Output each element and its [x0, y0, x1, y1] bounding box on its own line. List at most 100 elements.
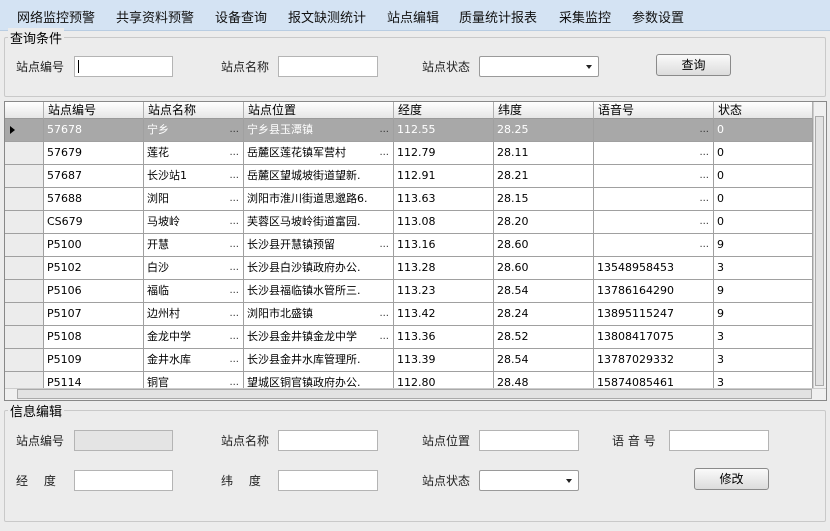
- text-input[interactable]: [278, 470, 378, 491]
- edit-group: [4, 410, 826, 522]
- cell-text: 113.42: [397, 307, 436, 320]
- menu-item[interactable]: 设备查询: [215, 11, 268, 26]
- grid-row[interactable]: P5102 白沙... 长沙县白沙镇政府办公. 113.28 28.60 13548958…: [5, 257, 813, 280]
- ellipsis-button[interactable]: ...: [229, 193, 239, 204]
- ellipsis-button[interactable]: ...: [699, 147, 709, 158]
- ellipsis-button[interactable]: ...: [229, 262, 239, 273]
- menu-item[interactable]: 共享资料预警: [116, 11, 195, 26]
- ellipsis-button[interactable]: ...: [379, 331, 389, 342]
- grid-cell: 9: [714, 280, 813, 303]
- cell-text: 15874085461: [597, 376, 674, 389]
- ellipsis-button[interactable]: ...: [229, 377, 239, 388]
- grid-row[interactable]: 57678 宁乡... 宁乡县玉潭镇... 112.55 28.25... 0: [5, 119, 813, 142]
- text-input[interactable]: [479, 430, 579, 451]
- query-button[interactable]: 查询: [656, 54, 731, 76]
- menu-item[interactable]: 报文缺测统计: [288, 11, 367, 26]
- ellipsis-button[interactable]: ...: [229, 170, 239, 181]
- ellipsis-button[interactable]: ...: [229, 331, 239, 342]
- grid-cell: P5100: [44, 234, 144, 257]
- grid-row[interactable]: P5109 金井水库... 长沙县金井水库管理所. 113.39 28.54 137870…: [5, 349, 813, 372]
- grid-cell: P5109: [44, 349, 144, 372]
- menu-item[interactable]: 质量统计报表: [459, 11, 538, 26]
- grid-row[interactable]: P5107 边州村... 浏阳市北盛镇... 113.42 28.24 138951152…: [5, 303, 813, 326]
- text-input[interactable]: [278, 56, 378, 77]
- grid-cell: 57679: [44, 142, 144, 165]
- cell-text: 白沙: [147, 261, 169, 274]
- ellipsis-button[interactable]: ...: [699, 239, 709, 250]
- grid-cell: 边州村...: [144, 303, 244, 326]
- dropdown[interactable]: [479, 56, 599, 77]
- grid-cell: 13787029332: [594, 349, 714, 372]
- cell-text: 113.08: [397, 215, 436, 228]
- grid-cell: 岳麓区望城坡街道望新.: [244, 165, 394, 188]
- cell-text: 0: [717, 215, 724, 228]
- grid-row[interactable]: 57688 浏阳... 浏阳市淮川街道思邈路6. 113.63 28.15... 0: [5, 188, 813, 211]
- grid-cell: ...: [594, 188, 714, 211]
- query-group: [4, 37, 826, 97]
- row-header: [5, 257, 44, 280]
- grid-cell: 浏阳市淮川街道思邈路6.: [244, 188, 394, 211]
- text-input[interactable]: [669, 430, 769, 451]
- ellipsis-button[interactable]: ...: [229, 216, 239, 227]
- text-input[interactable]: [74, 56, 173, 77]
- grid-cell: ...: [594, 165, 714, 188]
- ellipsis-button[interactable]: ...: [379, 124, 389, 135]
- ellipsis-button[interactable]: ...: [379, 239, 389, 250]
- menu-bar: 网络监控预警 共享资料预警 设备查询 报文缺测统计 站点编辑 质量统计报表 采集监控 参数设置: [0, 0, 830, 31]
- cell-text: 9: [717, 307, 724, 320]
- grid-cell: 28.20: [494, 211, 594, 234]
- grid-row[interactable]: P5100 开慧... 长沙县开慧镇预留... 113.16 28.60... 9: [5, 234, 813, 257]
- dropdown[interactable]: [479, 470, 579, 491]
- ellipsis-button[interactable]: ...: [699, 170, 709, 181]
- ellipsis-button[interactable]: ...: [379, 308, 389, 319]
- grid-cell: 0: [714, 188, 813, 211]
- grid-row[interactable]: P5108 金龙中学... 长沙县金井镇金龙中学... 113.36 28.52 1380…: [5, 326, 813, 349]
- menu-item[interactable]: 站点编辑: [387, 11, 440, 26]
- cell-text: 浏阳市北盛镇: [247, 307, 313, 320]
- grid-cell: ...: [594, 211, 714, 234]
- row-header: [5, 142, 44, 165]
- h-thumb[interactable]: [17, 389, 812, 399]
- ellipsis-button[interactable]: ...: [229, 124, 239, 135]
- cell-text: 浏阳: [147, 192, 169, 205]
- cell-text: 金井水库: [147, 353, 191, 366]
- cell-text: 0: [717, 169, 724, 182]
- ellipsis-button[interactable]: ...: [229, 308, 239, 319]
- ellipsis-button[interactable]: ...: [699, 193, 709, 204]
- ellipsis-button[interactable]: ...: [699, 216, 709, 227]
- text-input[interactable]: [278, 430, 378, 451]
- menu-item[interactable]: 参数设置: [632, 11, 685, 26]
- cell-text: 113.28: [397, 261, 436, 274]
- grid-row[interactable]: P5106 福临... 长沙县福临镇水管所三. 113.23 28.54 13786164…: [5, 280, 813, 303]
- grid-cell: 3: [714, 257, 813, 280]
- ellipsis-button[interactable]: ...: [229, 285, 239, 296]
- cell-text: 57687: [47, 169, 82, 182]
- scroll-thumb[interactable]: [815, 116, 824, 386]
- row-header: [5, 303, 44, 326]
- cell-text: 望城区铜官镇政府办公.: [247, 376, 361, 389]
- grid-cell: 28.54: [494, 280, 594, 303]
- label: 纬 度: [221, 474, 261, 488]
- ellipsis-button[interactable]: ...: [699, 124, 709, 135]
- grid-row[interactable]: 57687 长沙站1... 岳麓区望城坡街道望新. 112.91 28.21... 0: [5, 165, 813, 188]
- row-header: [5, 326, 44, 349]
- cell-text: 28.15: [497, 192, 529, 205]
- grid-cell: 28.15: [494, 188, 594, 211]
- menu-item[interactable]: 采集监控: [559, 11, 612, 26]
- ellipsis-button[interactable]: ...: [229, 239, 239, 250]
- ellipsis-button[interactable]: ...: [229, 147, 239, 158]
- grid-cell: 马坡岭...: [144, 211, 244, 234]
- ellipsis-button[interactable]: ...: [229, 354, 239, 365]
- cell-text: 57688: [47, 192, 82, 205]
- cell-text: 3: [717, 261, 724, 274]
- text-input[interactable]: [74, 470, 173, 491]
- grid-cell: 0: [714, 211, 813, 234]
- grid-row[interactable]: CS679 马坡岭... 芙蓉区马坡岭街道富园. 113.08 28.20... 0: [5, 211, 813, 234]
- menu-item[interactable]: 网络监控预警: [17, 11, 96, 26]
- cell-text: 112.91: [397, 169, 436, 182]
- cell-text: 0: [717, 123, 724, 136]
- ellipsis-button[interactable]: ...: [379, 147, 389, 158]
- grid-cell: 长沙县白沙镇政府办公.: [244, 257, 394, 280]
- grid-row[interactable]: 57679 莲花... 岳麓区莲花镇军营村... 112.79 28.11... 0: [5, 142, 813, 165]
- edit-button[interactable]: 修改: [694, 468, 769, 490]
